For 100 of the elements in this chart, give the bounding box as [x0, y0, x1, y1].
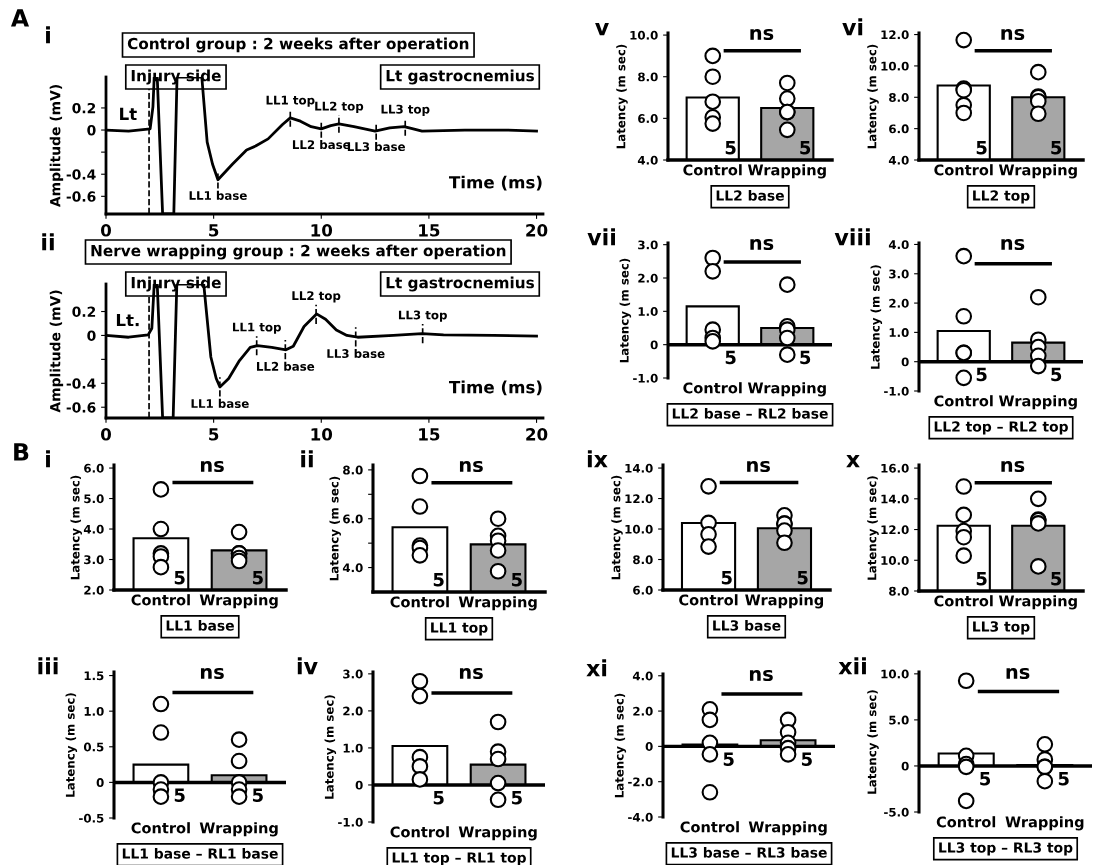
x-tick-label: Wrapping	[998, 595, 1077, 610]
text: i	[46, 450, 50, 468]
y-tick-label: -2.0	[628, 777, 653, 787]
y-axis-title: Latency (m sec)	[867, 476, 879, 580]
y-tick-label: 3.0	[889, 269, 909, 279]
text: LL3 base	[713, 620, 781, 631]
y-tick-label: 0	[650, 340, 658, 350]
text: LL2 base	[716, 190, 784, 201]
y-tick-label: 1.0	[638, 307, 658, 316]
text: xii	[838, 657, 866, 675]
text: LL3 top – RL3 top	[939, 842, 1073, 856]
text: iii	[38, 657, 58, 675]
x-tick-label: Wrapping	[998, 164, 1077, 179]
x-axis-title: Time (ms)	[449, 380, 542, 396]
ref-line-label: LL2 base	[257, 361, 315, 371]
y-axis-title: Latency (m sec)	[611, 475, 623, 580]
y-tick-label: 0	[901, 357, 909, 367]
y-tick-label: 6.0	[633, 585, 653, 595]
y-tick-label: 12.0	[625, 494, 653, 504]
annotation: 5	[433, 573, 444, 587]
x-tick-label: Control	[936, 816, 996, 828]
annotation: ns	[747, 460, 770, 473]
annotation: 5	[1051, 367, 1062, 382]
y-axis-title: Latency (m sec)	[65, 693, 78, 797]
x-tick-label: Wrapping	[199, 594, 278, 609]
y-tick-label: 0.2	[72, 102, 96, 114]
annotation: Lt gastrocnemius	[386, 276, 534, 292]
annotation: 5	[800, 141, 811, 155]
y-tick-label: 6.0	[343, 514, 363, 524]
annotation: 5	[723, 752, 734, 766]
x-tick-label: 10	[311, 428, 333, 441]
y-tick-label: 0	[355, 780, 363, 790]
y-tick-label: 14.0	[881, 494, 909, 504]
text: LL1 top – RL1 top	[392, 852, 526, 865]
annotation: ns	[1001, 28, 1025, 41]
y-tick-label: 12.0	[881, 30, 909, 40]
y-tick-label: 2.0	[84, 585, 104, 595]
y-axis-title: Latency (m sec)	[870, 265, 883, 369]
y-tick-label: 3.0	[638, 240, 658, 250]
annotation: 5	[174, 788, 185, 802]
y-tick-label: 8.0	[889, 93, 909, 102]
ref-line-label: LL3 base	[327, 348, 385, 359]
text: B	[14, 443, 29, 461]
x-tick-label: 5	[209, 428, 219, 441]
y-axis-title: Latency (m sec)	[616, 44, 628, 149]
y-tick-label: 14.0	[625, 463, 653, 473]
x-tick-label: Control	[683, 164, 742, 176]
annotation: ns	[1001, 460, 1025, 473]
y-tick-label: -5.0	[884, 807, 909, 817]
y-axis-title: Latency (m sec)	[70, 475, 82, 580]
x-tick-label: Wrapping	[199, 822, 278, 837]
annotation: 5	[511, 791, 522, 805]
annotation: 5	[1051, 141, 1062, 155]
y-tick-label: 4.0	[637, 155, 658, 165]
y-tick-label: 8.0	[633, 555, 653, 565]
y-tick-label: 12.0	[881, 525, 909, 535]
x-tick-label: Wrapping	[745, 594, 824, 609]
annotation: 5	[721, 571, 732, 585]
y-tick-label: 16.0	[881, 463, 909, 473]
y-axis-title: Amplitude (mV)	[49, 290, 64, 413]
y-tick-label: 6.0	[84, 463, 104, 473]
y-tick-label: 6.0	[889, 124, 909, 134]
y-tick-label: 8.0	[343, 465, 363, 475]
y-tick-label: 2.0	[638, 273, 658, 283]
y-tick-label: -0.4	[66, 378, 96, 389]
annotation: Lt.	[116, 313, 139, 327]
y-tick-label: 5.0	[84, 494, 104, 504]
text: A	[10, 9, 30, 27]
annotation: 5	[1051, 572, 1062, 586]
ref-line-label: LL1 top	[232, 322, 281, 334]
x-tick-label: Control	[934, 595, 993, 607]
y-axis-title: Latency (m sec)	[324, 695, 337, 799]
y-tick-label: 0.2	[72, 306, 96, 317]
annotation: 5	[252, 788, 263, 802]
x-tick-label: Control	[390, 826, 449, 838]
text: LL2 base – RL2 base	[672, 408, 828, 419]
y-axis-title: Amplitude (mV)	[49, 85, 64, 208]
y-tick-label: 1.0	[84, 706, 104, 716]
y-tick-label: 4.0	[888, 240, 909, 250]
x-tick-label: Control	[934, 395, 993, 407]
y-tick-label: -0.5	[79, 813, 104, 823]
text: LL1 base – RL1 base	[122, 848, 278, 859]
x-tick-label: Control	[934, 164, 993, 176]
text: x	[846, 454, 860, 468]
x-tick-label: 15	[419, 224, 440, 237]
y-tick-label: 5.0	[889, 715, 909, 725]
x-axis-title: Time (ms)	[449, 175, 542, 191]
y-tick-label: 3.0	[84, 555, 104, 565]
y-tick-label: 10.0	[630, 30, 658, 40]
chart-title: Nerve wrapping group : 2 weeks after operation	[91, 244, 506, 260]
x-tick-label: 15	[419, 428, 440, 441]
text: LL3 top	[973, 621, 1030, 635]
y-tick-label: -0.4	[66, 169, 96, 180]
y-tick-label: 4.0	[888, 155, 909, 165]
x-tick-label: Wrapping	[998, 395, 1077, 410]
y-tick-label: 0	[96, 778, 104, 788]
text: v	[595, 22, 609, 36]
y-tick-label: 2.0	[343, 706, 363, 716]
annotation: ns	[459, 460, 483, 473]
y-tick-label: -4.0	[628, 812, 653, 822]
